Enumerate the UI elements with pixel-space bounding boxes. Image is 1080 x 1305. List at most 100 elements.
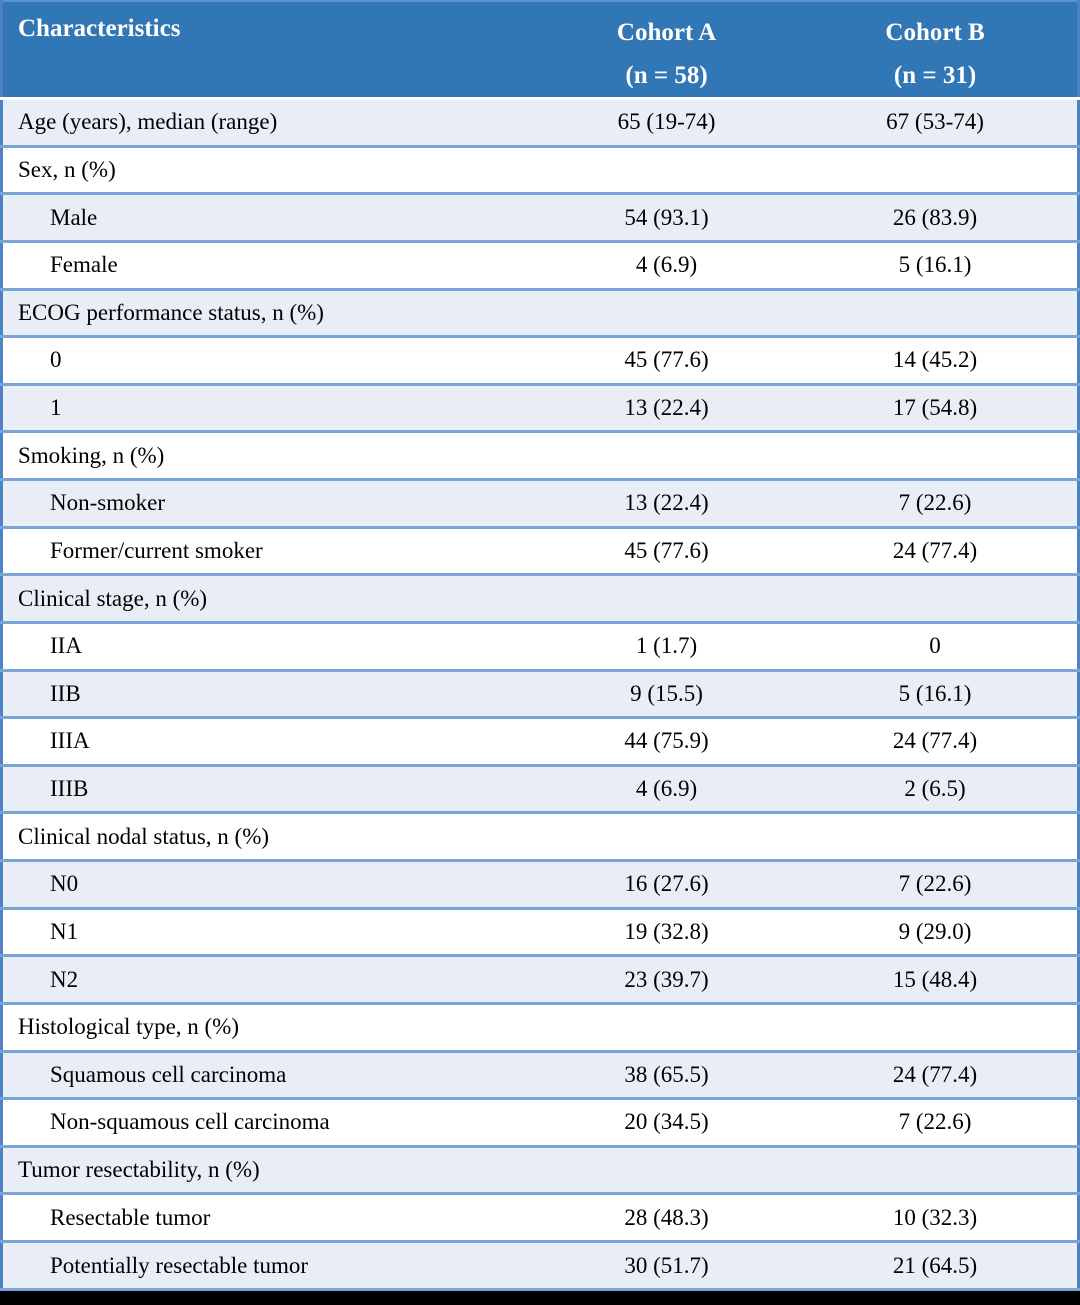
row-label: Squamous cell carcinoma [1,1051,540,1101]
cohort-a-value [540,1003,794,1053]
row-label: Histological type, n (%) [1,1003,540,1053]
cohort-a-value: 45 (77.6) [540,336,794,386]
cohort-b-value [793,1003,1079,1053]
cohort-a-value: 20 (34.5) [540,1098,794,1148]
table-body: Age (years), median (range) 65 (19-74) 6… [1,98,1079,1291]
cohort-b-value [793,1146,1079,1196]
cohort-b-value: 7 (22.6) [793,860,1079,910]
table-row: Clinical stage, n (%) [1,574,1079,624]
row-label: Non-smoker [1,479,540,529]
row-label: 0 [1,336,540,386]
cohort-a-value: 13 (22.4) [540,479,794,529]
bottom-black-rule [0,1291,1080,1305]
cohort-a-value [540,289,794,339]
cohort-a-value [540,1146,794,1196]
table-row: Tumor resectability, n (%) [1,1146,1079,1196]
table-header: Characteristics Cohort A (n = 58) Cohort… [1,1,1079,100]
cohort-a-value: 65 (19-74) [540,98,794,148]
cohort-b-value: 24 (77.4) [793,527,1079,577]
cohort-b-n: (n = 31) [893,62,977,89]
cohort-b-value [793,146,1079,196]
row-label: IIA [1,622,540,672]
table-row: Histological type, n (%) [1,1003,1079,1053]
table-row: Resectable tumor 28 (48.3) 10 (32.3) [1,1193,1079,1243]
cohort-a-value: 23 (39.7) [540,955,794,1005]
table-row: N0 16 (27.6) 7 (22.6) [1,860,1079,910]
cohort-b-value: 7 (22.6) [793,1098,1079,1148]
row-label: Resectable tumor [1,1193,540,1243]
cohort-b-value [793,289,1079,339]
table-row: Non-smoker 13 (22.4) 7 (22.6) [1,479,1079,529]
table-row: Non-squamous cell carcinoma 20 (34.5) 7 … [1,1098,1079,1148]
cohort-a-value: 4 (6.9) [540,765,794,815]
row-label: Non-squamous cell carcinoma [1,1098,540,1148]
cohort-b-value: 15 (48.4) [793,955,1079,1005]
column-header-characteristics: Characteristics [1,1,540,100]
row-label: IIIA [1,717,540,767]
row-label: Clinical stage, n (%) [1,574,540,624]
cohort-a-value [540,146,794,196]
table-row: IIIB 4 (6.9) 2 (6.5) [1,765,1079,815]
cohort-a-value: 19 (32.8) [540,908,794,958]
row-label: Male [1,193,540,243]
table-row: Squamous cell carcinoma 38 (65.5) 24 (77… [1,1051,1079,1101]
cohort-b-value: 5 (16.1) [793,241,1079,291]
cohort-b-value: 0 [793,622,1079,672]
table-row: IIA 1 (1.7) 0 [1,622,1079,672]
cohort-a-value: 30 (51.7) [540,1241,794,1291]
cohort-b-value: 5 (16.1) [793,670,1079,720]
table-row: Clinical nodal status, n (%) [1,812,1079,862]
cohort-b-value [793,574,1079,624]
row-label: IIIB [1,765,540,815]
cohort-b-value: 67 (53-74) [793,98,1079,148]
cohort-a-value: 54 (93.1) [540,193,794,243]
table-row: IIB 9 (15.5) 5 (16.1) [1,670,1079,720]
cohort-a-value [540,574,794,624]
row-label: IIB [1,670,540,720]
table-row: 1 13 (22.4) 17 (54.8) [1,384,1079,434]
cohort-b-value [793,431,1079,481]
cohort-a-value: 1 (1.7) [540,622,794,672]
table-row: Potentially resectable tumor 30 (51.7) 2… [1,1241,1079,1291]
row-label: Tumor resectability, n (%) [1,1146,540,1196]
cohort-b-value: 24 (77.4) [793,1051,1079,1101]
row-label: Former/current smoker [1,527,540,577]
table-row: Sex, n (%) [1,146,1079,196]
cohort-a-title: Cohort A [616,19,717,46]
cohort-b-value: 17 (54.8) [793,384,1079,434]
table-row: N2 23 (39.7) 15 (48.4) [1,955,1079,1005]
table-row: ECOG performance status, n (%) [1,289,1079,339]
row-label: Age (years), median (range) [1,98,540,148]
cohort-b-value: 26 (83.9) [793,193,1079,243]
row-label: N2 [1,955,540,1005]
cohort-b-value: 21 (64.5) [793,1241,1079,1291]
table-row: IIIA 44 (75.9) 24 (77.4) [1,717,1079,767]
cohort-a-value: 9 (15.5) [540,670,794,720]
cohort-b-value [793,812,1079,862]
cohort-b-value: 9 (29.0) [793,908,1079,958]
row-label: N0 [1,860,540,910]
cohort-b-value: 7 (22.6) [793,479,1079,529]
cohort-a-value [540,431,794,481]
row-label: N1 [1,908,540,958]
cohort-a-value: 45 (77.6) [540,527,794,577]
cohort-b-title: Cohort B [885,19,985,46]
cohort-a-value: 16 (27.6) [540,860,794,910]
row-label: 1 [1,384,540,434]
row-label: Female [1,241,540,291]
cohort-a-value: 28 (48.3) [540,1193,794,1243]
cohort-b-value: 24 (77.4) [793,717,1079,767]
table-row: Age (years), median (range) 65 (19-74) 6… [1,98,1079,148]
table-row: Former/current smoker 45 (77.6) 24 (77.4… [1,527,1079,577]
column-header-cohort-b: Cohort B (n = 31) [793,1,1079,100]
cohort-b-value: 14 (45.2) [793,336,1079,386]
table-row: N1 19 (32.8) 9 (29.0) [1,908,1079,958]
row-label: ECOG performance status, n (%) [1,289,540,339]
table-row: Female 4 (6.9) 5 (16.1) [1,241,1079,291]
table-row: 0 45 (77.6) 14 (45.2) [1,336,1079,386]
cohort-a-value [540,812,794,862]
table-row: Smoking, n (%) [1,431,1079,481]
cohort-a-value: 44 (75.9) [540,717,794,767]
